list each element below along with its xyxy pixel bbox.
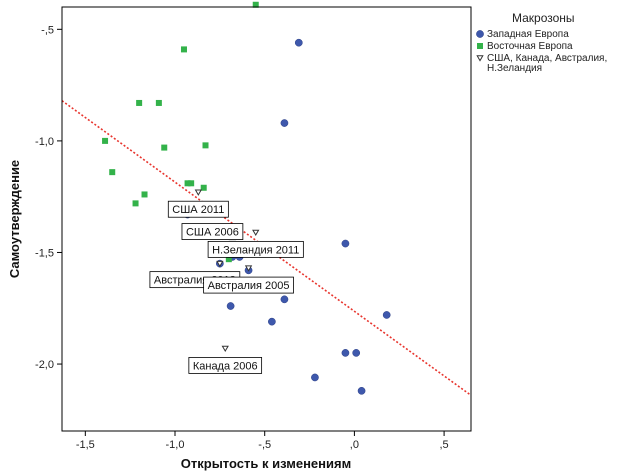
data-point-s1-10 [200,184,207,191]
x-tick-label-3: ,0 [350,439,359,451]
y-axis-title: Самоутверждение [7,160,22,278]
y-tick-label-3: -2,0 [35,359,54,371]
data-point-s1-8 [184,180,191,187]
annotation-5: Канада 2006 [188,357,263,374]
data-point-s2-3 [216,260,224,268]
x-tick-label-1: -1,0 [166,439,185,451]
data-point-s0-11 [341,349,350,357]
annotation-label-5: Канада 2006 [193,360,258,372]
data-point-s1-1 [180,46,187,53]
data-point-s0-2 [341,239,350,248]
annotation-0: США 2011 [167,200,229,218]
annotation-4: Австралия 2005 [203,276,294,294]
legend-marker-0 [476,30,484,38]
x-axis-title: Открытость к изменениям [181,456,351,471]
annotation-label-2: Н.Зеландия 2011 [212,244,299,256]
legend-marker-1 [477,43,483,49]
data-point-s0-9 [268,317,276,326]
annotation-label-1: США 2006 [186,227,239,239]
data-point-s1-7 [109,169,116,176]
data-point-s0-7 [280,295,289,304]
data-point-s0-8 [226,302,235,310]
y-tick-label-0: -,5 [41,24,54,36]
annotation-box-4 [203,276,294,294]
legend-marker-2 [476,55,484,62]
data-point-s0-10 [382,311,391,319]
plot-background [62,7,471,431]
data-point-s0-13 [311,373,319,382]
data-point-s0-1 [280,119,289,127]
x-tick-label-0: -1,5 [76,439,95,451]
data-point-s2-5 [221,345,229,353]
legend-title: Макрозоны [512,11,575,25]
y-axis-ticks: -,5 -1,0 -1,5 -2,0 [35,24,62,371]
data-point-s0-12 [352,349,361,357]
plot-frame [61,6,472,432]
annotation-box-0 [167,200,229,218]
annotations-group: США 2011 США 2006 Н.Зеландия 2011 Австралия… [149,200,304,374]
x-axis-ticks: -1,5 -1,0 -,5 ,0 ,5 [76,431,449,451]
data-point-s2-4 [244,265,253,272]
data-point-s1-0 [252,1,259,8]
x-tick-label-2: -,5 [258,439,271,451]
data-point-s2-2 [252,229,260,236]
annotation-2: Н.Зеландия 2011 [207,240,304,258]
data-point-s1-4 [102,137,109,144]
y-tick-label-1: -1,0 [35,136,54,148]
legend-label-0-0: Западная Европа [487,29,569,40]
y-tick-label-2: -1,5 [35,247,54,259]
data-point-s1-5 [161,144,168,151]
data-point-s1-6 [202,142,209,149]
data-point-s1-11 [141,191,148,198]
data-point-s1-12 [132,200,139,207]
data-point-s0-14 [357,386,366,395]
annotation-label-0: США 2011 [172,204,224,216]
legend-label-2-0: США, Канада, Австралия, [487,53,607,64]
annotation-1: США 2006 [181,223,244,240]
annotation-label-4: Австралия 2005 [208,280,290,292]
data-point-s1-9 [188,180,195,187]
data-point-s1-3 [155,99,162,106]
annotation-box-5 [188,357,263,374]
data-point-s1-2 [136,99,143,106]
annotation-box-1 [181,223,244,240]
annotation-box-2 [207,240,304,258]
legend-label-2-1: Н.Зеландия [487,63,542,74]
x-tick-label-4: ,5 [439,439,448,451]
data-point-s1-13 [225,256,232,263]
legend-label-1-0: Восточная Европа [487,41,573,52]
data-point-s0-0 [294,38,303,47]
data-point-s2-0 [194,189,203,196]
